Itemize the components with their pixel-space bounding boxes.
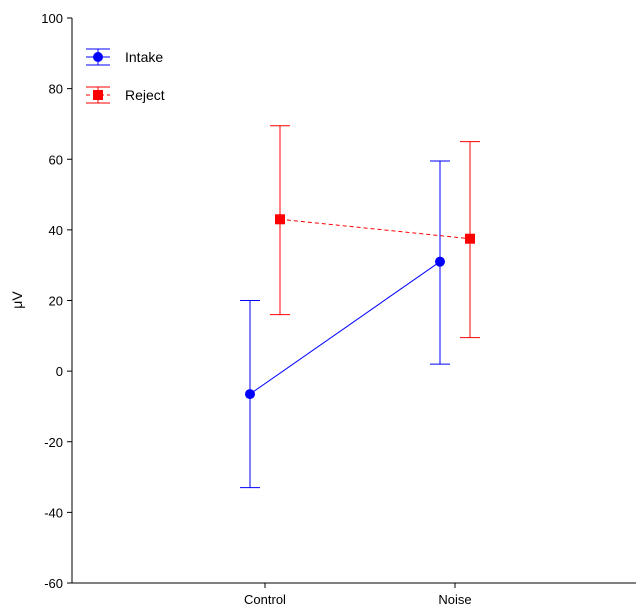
series-line bbox=[249, 261, 441, 395]
legend-item-1: Reject bbox=[86, 86, 165, 104]
y-tick-label: 60 bbox=[49, 152, 63, 167]
y-tick-label: -40 bbox=[44, 505, 63, 520]
legend-label: Reject bbox=[125, 87, 165, 103]
series-0 bbox=[240, 160, 450, 489]
y-ticks: -60 -40 -20 0 20 40 60 80 100 bbox=[41, 11, 72, 591]
legend-marker bbox=[93, 52, 103, 62]
series-layer bbox=[240, 125, 480, 489]
legend-label: Intake bbox=[125, 49, 163, 65]
x-tick-label: Control bbox=[244, 592, 286, 607]
y-tick-label: 80 bbox=[49, 82, 63, 97]
data-point bbox=[245, 389, 255, 400]
legend-marker bbox=[93, 90, 103, 100]
data-point bbox=[465, 233, 475, 244]
data-point bbox=[435, 256, 445, 267]
y-tick-label: 100 bbox=[41, 11, 63, 26]
x-tick-label: Noise bbox=[438, 592, 471, 607]
y-tick-label: 40 bbox=[49, 223, 63, 238]
series-1 bbox=[270, 125, 480, 339]
series-line bbox=[279, 218, 471, 240]
y-tick-label: 20 bbox=[49, 294, 63, 309]
x-ticks: Control Noise bbox=[244, 583, 472, 607]
legend: Intake Reject bbox=[86, 48, 165, 104]
y-tick-label: 0 bbox=[56, 364, 63, 379]
data-point bbox=[275, 214, 285, 225]
legend-item-0: Intake bbox=[86, 48, 163, 66]
y-axis-title: μV bbox=[9, 291, 25, 309]
y-tick-label: -20 bbox=[44, 435, 63, 450]
y-tick-label: -60 bbox=[44, 576, 63, 591]
